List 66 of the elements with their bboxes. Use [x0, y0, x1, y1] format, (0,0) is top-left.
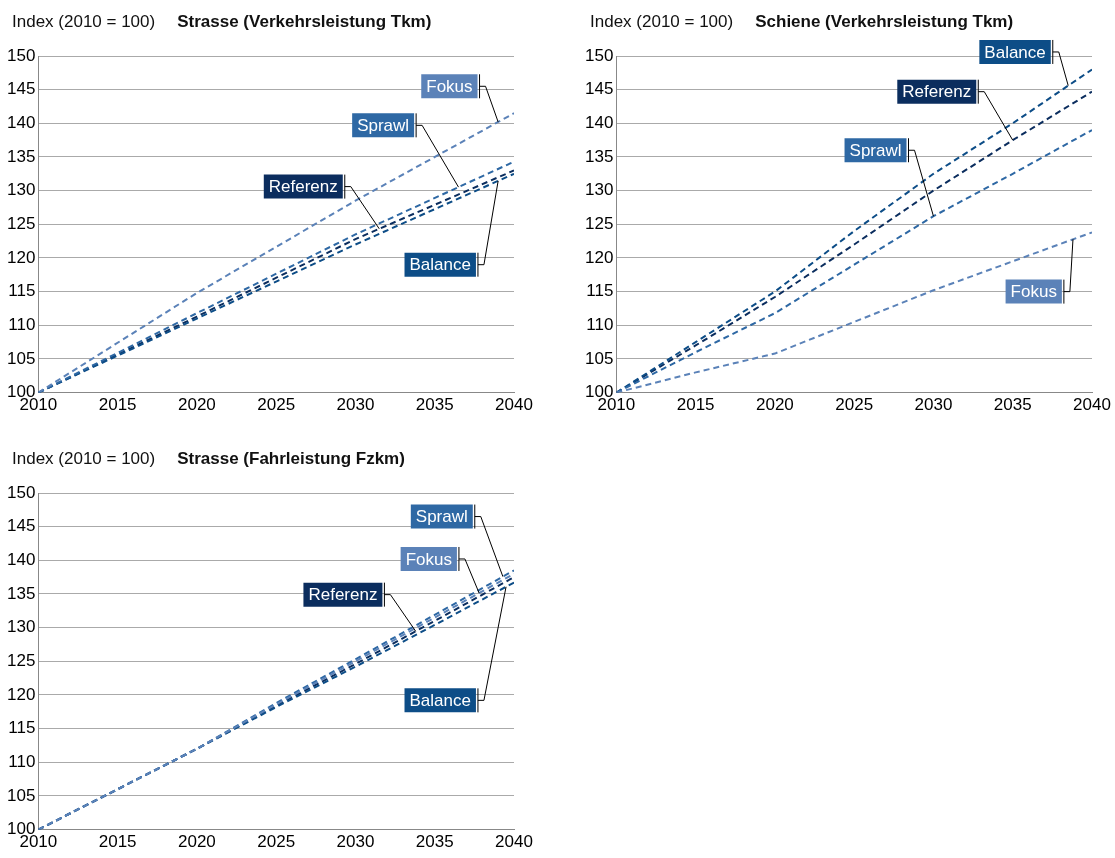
- y-tick-label: 115: [586, 281, 614, 301]
- y-axis-title: Index (2010 = 100): [12, 449, 156, 468]
- text: Balance: [409, 691, 471, 711]
- y-tick-label: 125: [584, 213, 614, 233]
- text: Fokus: [405, 549, 452, 569]
- text: Sprawl: [357, 116, 410, 136]
- y-tick-label: 140: [6, 550, 36, 570]
- y-tick-label: 135: [584, 146, 614, 166]
- text: Sprawl: [849, 140, 902, 160]
- y-tick-label: 125: [6, 650, 36, 670]
- series-label: Fokus: [1010, 282, 1057, 302]
- y-tick-label: 110: [586, 314, 614, 334]
- x-tick-label: 2035: [415, 395, 454, 415]
- chart-title: Schiene (Verkehrsleistung Tkm): [755, 12, 1014, 31]
- x-tick-label: 2015: [98, 395, 137, 415]
- x-tick-label: 2030: [336, 832, 375, 852]
- y-tick-label: 145: [6, 79, 36, 99]
- text: Referenz: [902, 82, 972, 102]
- y-tick-label: 120: [584, 247, 614, 267]
- x-tick-label: 2035: [993, 395, 1032, 415]
- y-tick-label: 140: [6, 113, 36, 133]
- text: Fokus: [426, 76, 473, 96]
- y-axis-title: Index (2010 = 100): [590, 12, 734, 31]
- x-tick-label: 2040: [495, 395, 533, 415]
- y-tick-label: 150: [584, 45, 614, 65]
- y-tick-label: 115: [8, 281, 36, 301]
- y-tick-label: 110: [8, 751, 36, 771]
- x-tick-label: 2040: [1073, 395, 1111, 415]
- y-tick-label: 125: [6, 213, 36, 233]
- text: Sprawl: [415, 507, 468, 527]
- y-tick-label: 130: [584, 180, 614, 200]
- x-tick-label: 2015: [676, 395, 715, 415]
- x-tick-label: 2015: [98, 832, 137, 852]
- y-tick-label: 110: [8, 314, 36, 334]
- y-tick-label: 130: [6, 180, 36, 200]
- chart-title: Strasse (Fahrleistung Fzkm): [177, 449, 405, 468]
- x-tick-label: 2035: [415, 832, 454, 852]
- x-tick-label: 2025: [835, 395, 874, 415]
- x-tick-label: 2020: [178, 832, 216, 852]
- y-tick-label: 150: [6, 482, 36, 502]
- series-label: Balance: [984, 42, 1046, 62]
- y-tick-label: 105: [584, 348, 614, 368]
- x-tick-label: 2040: [495, 832, 533, 852]
- y-axis-title: Index (2010 = 100): [12, 12, 156, 31]
- x-tick-label: 2025: [257, 395, 296, 415]
- x-tick-label: 2025: [257, 832, 296, 852]
- y-tick-label: 150: [6, 45, 36, 65]
- x-tick-label: 2020: [178, 395, 216, 415]
- y-tick-label: 120: [6, 247, 36, 267]
- y-tick-label: 135: [6, 583, 36, 603]
- y-tick-label: 135: [6, 146, 36, 166]
- y-tick-label: 145: [584, 79, 614, 99]
- y-tick-label: 105: [6, 348, 36, 368]
- chart-title: Strasse (Verkehrsleistung Tkm): [177, 12, 432, 31]
- x-tick-label: 2020: [756, 395, 794, 415]
- y-tick-label: 105: [6, 785, 36, 805]
- text: Referenz: [268, 177, 338, 197]
- y-tick-label: 140: [584, 113, 614, 133]
- series-label: Balance: [409, 255, 471, 275]
- x-tick-label: 2030: [336, 395, 375, 415]
- y-tick-label: 130: [6, 617, 36, 637]
- x-tick-label: 2030: [914, 395, 953, 415]
- y-tick-label: 145: [6, 516, 36, 536]
- y-tick-label: 120: [6, 684, 36, 704]
- y-tick-label: 115: [8, 718, 36, 738]
- text: Referenz: [308, 585, 378, 605]
